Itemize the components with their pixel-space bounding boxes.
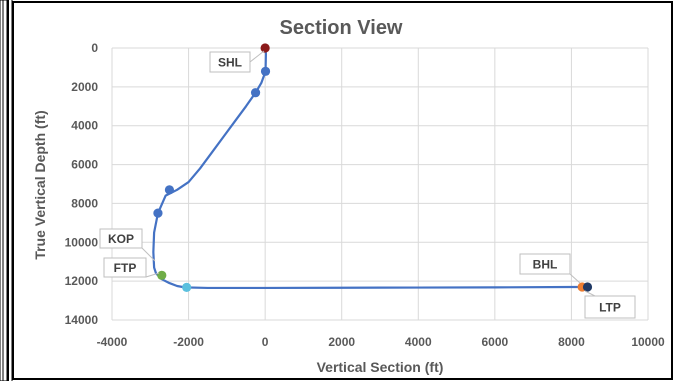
callout-box (103, 257, 147, 278)
y-axis-title: True Vertical Depth (ft) (32, 110, 48, 259)
y-tick-label: 6000 (71, 158, 98, 172)
data-point (582, 282, 593, 292)
callout-leader (141, 247, 156, 262)
x-tick-label: 6000 (482, 335, 509, 349)
annotation-layer: SHL KOP FTP BHL LTP (99, 50, 636, 319)
data-point (250, 88, 261, 98)
callout-label-ltp: LTP (599, 301, 621, 315)
y-tick-label: 2000 (71, 80, 98, 94)
x-tick-label: 10000 (631, 335, 665, 349)
callout-label-bhl: BHL (533, 258, 558, 272)
callout-leader (569, 273, 581, 284)
x-tick-label: -4000 (97, 335, 128, 349)
x-tick-label: 2000 (328, 335, 355, 349)
callout-leader (249, 50, 265, 63)
y-tick-label: 0 (91, 41, 98, 55)
gridlines (111, 47, 649, 321)
x-tick-label: 0 (262, 335, 269, 349)
y-tick-label: 4000 (71, 119, 98, 133)
data-point (260, 66, 271, 76)
callout-label-ftp: FTP (114, 261, 137, 275)
data-point (260, 43, 270, 53)
callout-box (519, 253, 571, 275)
y-tick-label: 8000 (71, 196, 98, 210)
callout-leader (584, 290, 596, 297)
data-point (157, 270, 167, 280)
callout-box (99, 228, 143, 249)
series-layer (152, 47, 587, 290)
x-tick-label: 8000 (558, 335, 585, 349)
y-tick-label: 12000 (65, 274, 99, 288)
x-tick-label: -2000 (173, 335, 204, 349)
x-tick-label: 4000 (405, 335, 432, 349)
y-tick-labels: 0 2000 4000 6000 8000 10000 12000 14000 (65, 41, 99, 327)
marker-layer (153, 43, 593, 292)
data-point (153, 208, 163, 218)
y-tick-label: 10000 (65, 235, 99, 249)
callout-label-kop: KOP (108, 232, 134, 246)
chart-title: Section View (279, 17, 402, 39)
callout-label-shl: SHL (218, 56, 242, 70)
callout-leader (145, 272, 160, 278)
series-line-0 (152, 47, 587, 290)
callout-box (209, 51, 251, 73)
y-tick-label: 14000 (65, 313, 99, 327)
data-point (164, 185, 175, 195)
callout-box (584, 295, 636, 319)
x-tick-labels: -4000 -2000 0 2000 4000 6000 8000 10000 (97, 335, 665, 349)
x-axis-title: Vertical Section (ft) (317, 359, 444, 375)
data-point (182, 282, 192, 292)
